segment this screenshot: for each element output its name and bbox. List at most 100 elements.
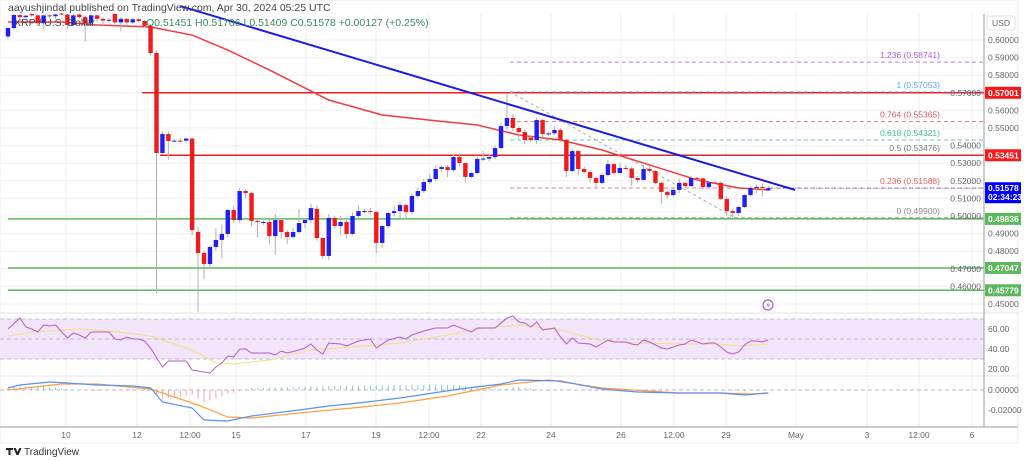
candle-body	[326, 217, 331, 256]
candle-body	[641, 169, 646, 180]
candle	[225, 208, 230, 238]
candle	[154, 50, 159, 294]
price-tick-label: 0.52000	[950, 176, 981, 186]
candle-body	[308, 208, 314, 221]
candle-body	[261, 221, 266, 223]
bearish-trendline[interactable]	[179, 5, 796, 191]
candle	[576, 150, 581, 176]
time-tick-label: 15	[231, 430, 241, 440]
candle-body	[296, 223, 302, 233]
candle	[546, 131, 551, 136]
candle	[748, 186, 753, 197]
horizontal-levels	[8, 92, 984, 292]
candle	[59, 12, 64, 16]
last-price-marker	[985, 182, 1021, 204]
candle-body	[284, 232, 290, 237]
candle	[35, 14, 40, 26]
candle-body	[65, 14, 70, 26]
candle-body	[320, 238, 326, 256]
candle-body	[671, 189, 676, 196]
candle-body	[469, 173, 474, 177]
fib-level-label: 0.236 (0.51588)	[880, 176, 940, 186]
price-tick-label: 0.60000	[988, 35, 1019, 45]
candle	[445, 164, 450, 178]
candle	[326, 214, 331, 260]
candle-body	[160, 133, 165, 153]
tradingview-logo[interactable]: TradingView	[6, 447, 80, 458]
candle	[368, 208, 373, 215]
candle	[492, 145, 498, 160]
candle-body	[492, 148, 498, 158]
candle	[593, 176, 599, 188]
time-axis[interactable]: 10 12 12:00 15 17 19 12:00 22 24 26 12:00 29 May 3 12:…	[61, 430, 974, 440]
candle	[350, 212, 355, 236]
price-axis[interactable]: 0.60000 0.59000 0.58000 0.57000 0.56000 0.550…	[950, 35, 1019, 309]
candle-body	[47, 15, 52, 17]
candle	[570, 149, 575, 172]
candle	[65, 13, 70, 30]
candle-body	[273, 220, 278, 237]
candle-body	[356, 211, 361, 216]
candle	[415, 187, 421, 199]
candle	[754, 184, 759, 194]
time-tick-label: 17	[301, 430, 311, 440]
candle	[255, 217, 260, 238]
candle-body	[451, 157, 456, 171]
candle	[17, 13, 23, 21]
lightning-alert-icon[interactable]	[762, 299, 774, 311]
candle	[558, 128, 563, 143]
candle-body	[207, 246, 213, 265]
fibonacci-retracement[interactable]: 1.236 (0.58741) 1 (0.57053) 0.764 (0.55365…	[509, 50, 984, 219]
candle	[53, 13, 58, 19]
candle	[338, 216, 343, 236]
trendline[interactable]	[179, 5, 796, 191]
candle-body	[41, 15, 46, 24]
candle	[219, 224, 225, 259]
candle	[178, 138, 183, 143]
price-tick-label: 0.57000	[950, 88, 981, 98]
candle-body	[581, 169, 587, 172]
candle-body	[231, 210, 236, 221]
candle-body	[225, 210, 230, 234]
candle-body	[635, 177, 640, 180]
candle-body	[706, 182, 712, 187]
candle-body	[178, 140, 183, 142]
candle	[587, 170, 593, 183]
candle	[700, 177, 706, 190]
currency-button[interactable]	[986, 15, 1016, 31]
candle	[41, 14, 46, 30]
rsi-line	[7, 315, 769, 374]
candle-body	[421, 182, 426, 192]
candle	[166, 131, 171, 160]
candle-body	[195, 231, 201, 253]
candle	[623, 164, 628, 171]
time-tick-label: 6	[970, 430, 975, 440]
candle-body	[760, 186, 765, 188]
candle-body	[189, 138, 195, 231]
candle	[385, 211, 391, 229]
logo-text: TradingView	[24, 447, 80, 458]
candle-body	[243, 191, 248, 194]
candle	[249, 191, 254, 227]
candle	[94, 14, 100, 23]
time-tick-label: May	[788, 430, 805, 440]
candle-body	[659, 182, 664, 192]
candle-body	[53, 14, 58, 17]
symbol-title[interactable]: XRP / U.S. Dollar	[14, 17, 95, 29]
support-price-label: 0.49836	[988, 214, 1019, 224]
candle-body	[391, 211, 397, 214]
candle-body	[290, 232, 296, 237]
candle	[47, 13, 52, 19]
candle-body	[201, 252, 207, 265]
candle-body	[510, 117, 516, 128]
candle	[498, 122, 504, 150]
candle-body	[362, 211, 367, 213]
candle-body	[623, 167, 628, 169]
moving-average	[8, 21, 769, 191]
resistance-price-label: 0.53451	[988, 150, 1019, 160]
candle-body	[552, 129, 557, 134]
candle	[231, 205, 236, 224]
candle	[136, 18, 141, 23]
candle-body	[682, 182, 688, 187]
